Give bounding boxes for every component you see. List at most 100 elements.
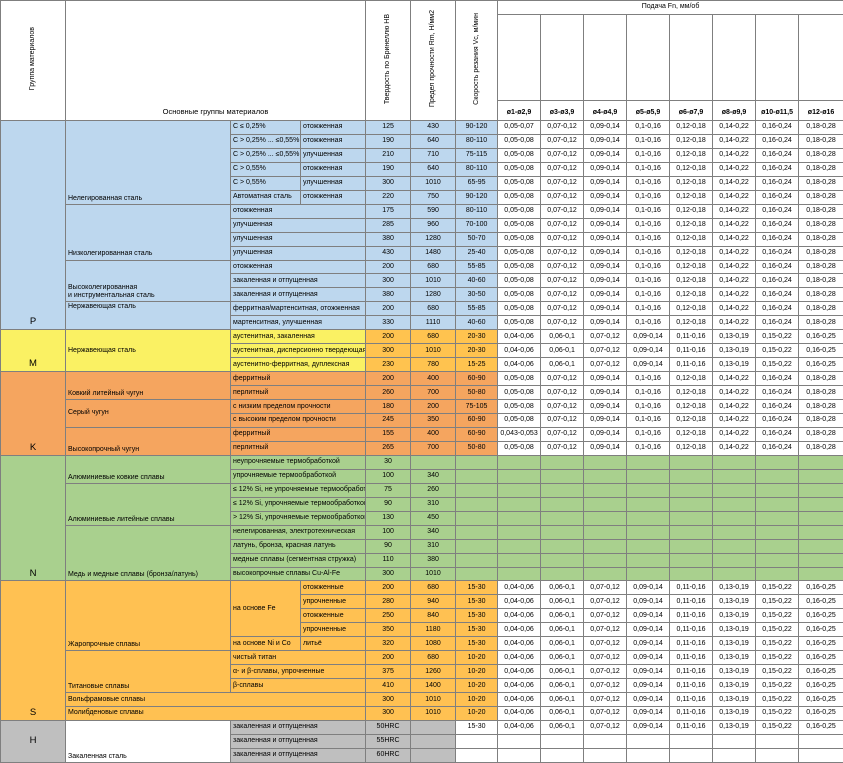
feed-cell: 0,16-0,25 xyxy=(799,665,843,679)
hardness-cell: 220 xyxy=(366,190,411,204)
hardness-cell: 200 xyxy=(366,330,411,344)
feed-cell: 0,07-0,12 xyxy=(541,441,584,455)
speed-cell: 80-110 xyxy=(456,162,498,176)
feed-cell xyxy=(584,539,627,553)
feed-cell: 0,14-0,22 xyxy=(713,204,756,218)
speed-cell xyxy=(456,483,498,497)
hardness-cell: 300 xyxy=(366,567,411,581)
feed-cell: 0,1-0,16 xyxy=(627,218,670,232)
feed-cell xyxy=(498,511,541,525)
feed-cell: 0,09-0,14 xyxy=(584,427,627,441)
feed-cell xyxy=(756,525,799,539)
hardness-cell: 90 xyxy=(366,497,411,511)
feed-cell xyxy=(713,455,756,469)
feed-cell xyxy=(541,567,584,581)
strength-cell: 1110 xyxy=(411,316,456,330)
speed-cell: 60-90 xyxy=(456,414,498,428)
hardness-cell: 55HRC xyxy=(366,734,411,748)
feed-cell: 0,09-0,14 xyxy=(627,665,670,679)
treatment-state-cell: мартенситная, улучшенная xyxy=(231,316,366,330)
feed-spacer-cell xyxy=(541,15,584,101)
feed-cell xyxy=(627,525,670,539)
speed-cell: 40-60 xyxy=(456,274,498,288)
material-group-cell: Серый чугун xyxy=(66,400,231,428)
treatment-state-cell: перлитный xyxy=(231,386,366,400)
feed-cell: 0,13-0,19 xyxy=(713,623,756,637)
speed-cell: 15-30 xyxy=(456,595,498,609)
hardness-cell: 375 xyxy=(366,665,411,679)
feed-cell xyxy=(541,748,584,762)
feed-cell: 0,15-0,22 xyxy=(756,330,799,344)
feed-cell: 0,09-0,14 xyxy=(627,609,670,623)
feed-cell: 0,16-0,24 xyxy=(756,246,799,260)
feed-spacer-cell xyxy=(670,15,713,101)
strength-cell: 640 xyxy=(411,134,456,148)
header-speed-label: Скорость резания Vc, м/мин xyxy=(473,13,481,105)
feed-cell: 0,11-0,16 xyxy=(670,720,713,734)
feed-cell xyxy=(584,734,627,748)
feed-cell: 0,11-0,16 xyxy=(670,707,713,721)
feed-cell: 0,13-0,19 xyxy=(713,665,756,679)
feed-cell xyxy=(584,511,627,525)
feed-cell: 0,13-0,19 xyxy=(713,679,756,693)
feed-cell: 0,16-0,24 xyxy=(756,121,799,135)
feed-cell: 0,05-0,08 xyxy=(498,316,541,330)
speed-cell: 90-120 xyxy=(456,190,498,204)
feed-cell: 0,13-0,19 xyxy=(713,637,756,651)
speed-cell: 20-30 xyxy=(456,330,498,344)
speed-cell: 75-115 xyxy=(456,148,498,162)
feed-cell: 0,14-0,22 xyxy=(713,288,756,302)
feed-cell: 0,12-0,18 xyxy=(670,414,713,428)
feed-cell: 0,09-0,14 xyxy=(584,232,627,246)
feed-cell: 0,09-0,14 xyxy=(584,218,627,232)
speed-cell xyxy=(456,748,498,762)
feed-cell xyxy=(498,567,541,581)
feed-cell: 0,12-0,18 xyxy=(670,274,713,288)
hardness-cell: 30 xyxy=(366,455,411,469)
feed-cell: 0,12-0,18 xyxy=(670,400,713,414)
feed-cell xyxy=(541,734,584,748)
material-subtype-cell: C > 0,25% ... ≤0,55% xyxy=(231,134,301,148)
feed-cell xyxy=(670,525,713,539)
feed-cell: 0,16-0,24 xyxy=(756,288,799,302)
feed-cell xyxy=(498,483,541,497)
feed-cell xyxy=(799,469,843,483)
feed-cell: 0,11-0,16 xyxy=(670,693,713,707)
feed-cell: 0,1-0,16 xyxy=(627,372,670,386)
feed-cell: 0,07-0,12 xyxy=(584,665,627,679)
feed-cell: 0,06-0,1 xyxy=(541,707,584,721)
feed-cell: 0,09-0,14 xyxy=(584,204,627,218)
feed-cell: 0,04-0,06 xyxy=(498,609,541,623)
group-letter-cell: P xyxy=(1,121,66,330)
feed-cell: 0,07-0,12 xyxy=(584,637,627,651)
feed-cell: 0,13-0,19 xyxy=(713,693,756,707)
feed-cell xyxy=(541,497,584,511)
feed-cell: 0,09-0,14 xyxy=(584,441,627,455)
feed-cell: 0,05-0,08 xyxy=(498,400,541,414)
material-group-cell: Нержавеющая сталь xyxy=(66,302,231,330)
treatment-state-cell: отожженные xyxy=(301,609,366,623)
feed-spacer-cell xyxy=(498,15,541,101)
feed-cell: 0,1-0,16 xyxy=(627,302,670,316)
strength-cell: 450 xyxy=(411,511,456,525)
feed-cell: 0,11-0,16 xyxy=(670,330,713,344)
strength-cell: 1010 xyxy=(411,176,456,190)
feed-cell: 0,16-0,24 xyxy=(756,204,799,218)
treatment-state-cell: отожженная xyxy=(301,121,366,135)
hardness-cell: 210 xyxy=(366,148,411,162)
feed-cell: 0,05-0,08 xyxy=(498,232,541,246)
feed-cell: 0,05-0,08 xyxy=(498,302,541,316)
feed-cell xyxy=(799,455,843,469)
treatment-state-cell: ≤ 12% Si, не упрочняемые термообработкой xyxy=(231,483,366,497)
feed-cell xyxy=(799,567,843,581)
feed-cell: 0,04-0,06 xyxy=(498,595,541,609)
feed-cell xyxy=(584,567,627,581)
speed-cell: 80-110 xyxy=(456,134,498,148)
treatment-state-cell: ферритный xyxy=(231,372,366,386)
